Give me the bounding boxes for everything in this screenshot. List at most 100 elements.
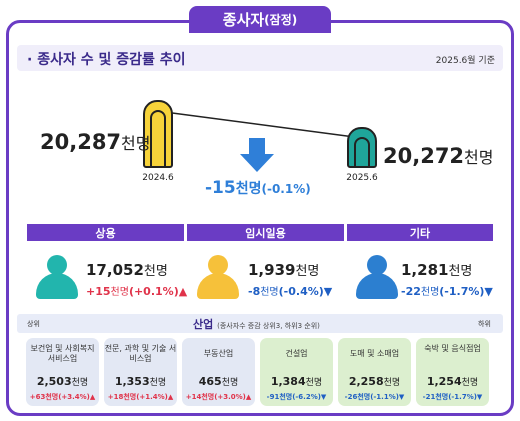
down-arrow-icon: ▼ [323, 285, 333, 298]
other-change-value: -22 [401, 285, 421, 298]
industry-card-value: 465천명 [182, 375, 255, 388]
industry-card: 도매 및 소매업 2,258천명 -26천명(-1.1%)▼ [338, 338, 411, 406]
industry-card-value-number: 1,254 [426, 375, 462, 388]
industry-card-change: +14천명(+3.0%)▲ [185, 393, 252, 401]
other-change-unit: 천명 [420, 287, 440, 298]
down-arrow-head [240, 154, 274, 172]
industry-card-value-unit: 천명 [71, 378, 89, 388]
section-title: 종사자 [222, 11, 265, 29]
industry-card-value-unit: 천명 [149, 378, 167, 388]
industry-card-value-unit: 천명 [221, 378, 239, 388]
regular-value-unit: 천명 [143, 264, 168, 279]
trend-line-segment [156, 110, 363, 139]
industry-card-value-unit: 천명 [383, 378, 401, 388]
industry-card-value: 1,254천명 [416, 375, 489, 388]
value-2024-6-number: 20,287 [40, 130, 122, 154]
person-icon [356, 255, 398, 301]
industry-card-name: 부동산업 [203, 349, 234, 358]
industry-note: (종사자수 증감 상위3, 하위3 순위) [217, 322, 320, 330]
industry-card-value-number: 465 [198, 375, 222, 388]
other-value-number: 1,281 [401, 261, 449, 279]
regular-value: 17,052천명 [86, 260, 168, 279]
industry-card: 부동산업 465천명 +14천명(+3.0%)▲ [182, 338, 255, 406]
temporary-change-pct: (-0.4%) [278, 285, 324, 298]
bar-2024-6 [143, 100, 173, 168]
industry-card-change: +18천명(+1.4%)▲ [107, 393, 174, 401]
industry-card-name: 도매 및 소매업 [349, 349, 400, 358]
value-2024-6: 20,287천명 [40, 130, 151, 154]
industry-card-value: 1,353천명 [104, 375, 177, 388]
industry-card-value-number: 2,503 [36, 375, 72, 388]
person-icon [36, 255, 78, 301]
industry-card-value: 1,384천명 [260, 375, 333, 388]
industry-title: 산업 (종사자수 증감 상위3, 하위3 순위) [193, 316, 320, 332]
other-change-pct: (-1.7%) [439, 285, 485, 298]
industry-card-value-number: 1,353 [114, 375, 150, 388]
industry-card: 숙박 및 음식점업 1,254천명 -21천명(-1.7%)▼ [416, 338, 489, 406]
down-arrow-icon [240, 138, 274, 172]
down-arrow-icon: ▼ [484, 285, 493, 298]
header-bar [17, 45, 503, 71]
industry-top-label: 상위 [27, 320, 40, 328]
industry-card-name: 건설업 [285, 349, 308, 358]
category-header-temporary: 임시일용 [187, 224, 344, 241]
industry-card-value-unit: 천명 [305, 378, 323, 388]
industry-card-change: -21천명(-1.7%)▼ [422, 393, 483, 401]
person-icon-body [197, 273, 239, 299]
temporary-change: -8천명(-0.4%)▼ [248, 283, 332, 298]
industry-card-value: 2,503천명 [26, 375, 99, 388]
industry-card-value-number: 1,384 [270, 375, 306, 388]
industry-bottom-label: 하위 [478, 320, 491, 328]
total-change-value: -15 [205, 178, 236, 198]
industry-title-text: 산업 [193, 318, 214, 331]
temporary-value: 1,939천명 [248, 260, 319, 279]
total-change-unit: 천명 [235, 181, 262, 197]
bar-label-2025-6: 2025.6 [346, 173, 378, 183]
industry-card-name: 숙박 및 음식점업 [424, 344, 481, 353]
other-change: -22천명(-1.7%)▼ [401, 283, 493, 298]
industry-card-value: 2,258천명 [338, 375, 411, 388]
regular-change-pct: (+0.1%) [128, 285, 179, 298]
down-arrow-shaft [249, 138, 265, 156]
bar-2025-6 [347, 127, 377, 168]
value-2025-6-number: 20,272 [383, 144, 465, 168]
section-tab: 종사자 (잠정) [189, 6, 331, 33]
temporary-change-value: -8 [248, 285, 261, 298]
value-2025-6-unit: 천명 [464, 148, 494, 167]
total-change-pct: (-0.1%) [261, 182, 311, 196]
person-icon-body [356, 273, 398, 299]
header-title: · 종사자 수 및 증감률 추이 [27, 52, 186, 68]
value-2025-6: 20,272천명 [383, 144, 494, 168]
person-icon-body [36, 273, 78, 299]
industry-card-change: -91천명(-6.2%)▼ [266, 393, 327, 401]
industry-card-change: -26천명(-1.1%)▼ [344, 393, 405, 401]
value-2024-6-unit: 천명 [121, 134, 151, 153]
category-header-regular: 상용 [27, 224, 184, 241]
temporary-value-number: 1,939 [248, 261, 296, 279]
industry-card-value-number: 2,258 [348, 375, 384, 388]
regular-change-unit: 천명 [110, 287, 129, 298]
person-icon-head [47, 255, 67, 275]
up-arrow-icon: ▲ [178, 285, 188, 298]
person-icon [197, 255, 239, 301]
section-subtitle: (잠정) [264, 13, 298, 27]
category-header-other: 기타 [347, 224, 493, 241]
industry-header-bar [17, 314, 503, 333]
industry-card: 보건업 및 사회복지 서비스업 2,503천명 +63천명(+3.4%)▲ [26, 338, 99, 406]
industry-card: 건설업 1,384천명 -91천명(-6.2%)▼ [260, 338, 333, 406]
industry-card: 전문, 과학 및 기술 서비스업 1,353천명 +18천명(+1.4%)▲ [104, 338, 177, 406]
person-icon-head [367, 255, 387, 275]
regular-value-number: 17,052 [86, 261, 144, 279]
regular-change-value: +15 [86, 285, 111, 298]
bar-2024-6-inner [150, 110, 166, 166]
bar-2025-6-inner [354, 137, 370, 166]
industry-card-name: 보건업 및 사회복지 서비스업 [30, 344, 95, 363]
other-value-unit: 천명 [448, 264, 473, 279]
reference-date: 2025.6월 기준 [435, 56, 495, 66]
bar-label-2024-6: 2024.6 [142, 173, 174, 183]
regular-change: +15천명(+0.1%)▲ [86, 283, 187, 298]
person-icon-head [208, 255, 228, 275]
other-value: 1,281천명 [401, 260, 472, 279]
temporary-value-unit: 천명 [295, 264, 320, 279]
industry-card-change: +63천명(+3.4%)▲ [29, 393, 96, 401]
